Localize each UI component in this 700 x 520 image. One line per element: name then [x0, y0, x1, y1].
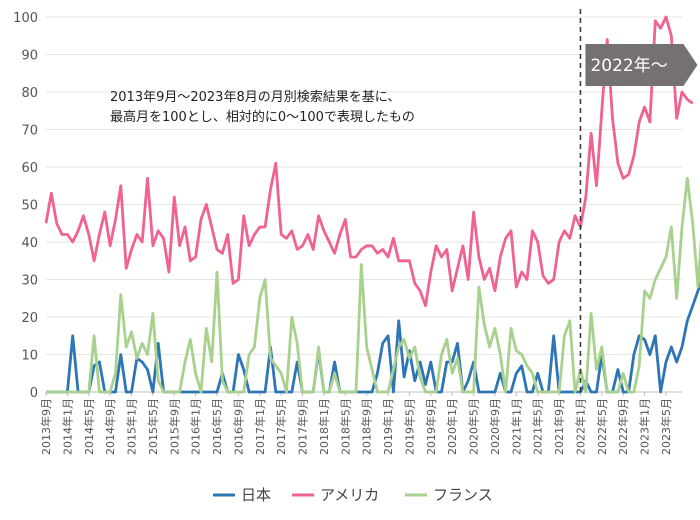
- x-tick-label: 2021年1月: [509, 398, 523, 455]
- badge-label: 2022年～: [590, 56, 667, 76]
- x-tick-label: 2019年5月: [402, 398, 416, 455]
- x-tick-label: 2023年5月: [659, 398, 673, 455]
- y-tick-label: 20: [21, 311, 38, 326]
- annotation-line-1: 2013年9月～2023年8月の月別検索結果を基に、: [110, 90, 400, 105]
- x-tick-label: 2015年1月: [125, 398, 139, 455]
- marker-badge: 2022年～: [585, 44, 698, 86]
- x-tick-label: 2023年1月: [638, 398, 652, 455]
- x-tick-label: 2014年1月: [60, 398, 74, 455]
- y-tick-label: 90: [21, 49, 38, 64]
- x-tick-label: 2017年1月: [253, 398, 267, 455]
- x-tick-label: 2022年9月: [616, 398, 630, 455]
- x-tick-label: 2018年5月: [338, 398, 352, 455]
- y-tick-label: 80: [21, 86, 38, 101]
- x-tick-label: 2016年5月: [210, 398, 224, 455]
- x-tick-label: 2021年9月: [552, 398, 566, 455]
- legend-label: 日本: [241, 486, 271, 504]
- x-tick-label: 2021年5月: [531, 398, 545, 455]
- legend: 日本 アメリカ フランス: [213, 486, 493, 504]
- x-tick-label: 2014年5月: [82, 398, 96, 455]
- legend-label: フランス: [433, 486, 493, 504]
- y-tick-label: 50: [21, 199, 38, 214]
- y-axis-ticks: 0 10 20 30 40 50 60 70 80 90 100: [13, 11, 38, 401]
- x-tick-label: 2018年9月: [360, 398, 374, 455]
- x-tick-label: 2015年5月: [146, 398, 160, 455]
- series-group: [44, 15, 700, 394]
- x-tick-label: 2020年1月: [445, 398, 459, 455]
- x-tick-label: 2016年1月: [189, 398, 203, 455]
- x-tick-label: 2017年9月: [296, 398, 310, 455]
- x-tick-label: 2015年9月: [167, 398, 181, 455]
- x-tick-label: 2019年9月: [424, 398, 438, 455]
- legend-label: アメリカ: [320, 486, 379, 504]
- y-tick-label: 0: [30, 386, 38, 401]
- annotation: 2013年9月～2023年8月の月別検索結果を基に、 最高月を100とし、相対的…: [110, 90, 415, 125]
- y-tick-label: 40: [21, 236, 38, 251]
- x-tick-label: 2018年1月: [317, 398, 331, 455]
- y-tick-label: 10: [21, 349, 38, 364]
- series-line: [44, 15, 694, 308]
- y-tick-label: 70: [21, 124, 38, 139]
- x-tick-label: 2016年9月: [231, 398, 245, 455]
- annotation-line-2: 最高月を100とし、相対的に0～100で表現したもの: [110, 109, 415, 125]
- x-tick-label: 2022年1月: [573, 398, 587, 455]
- x-tick-label: 2014年9月: [103, 398, 117, 455]
- x-tick-label: 2020年9月: [488, 398, 502, 455]
- badge-arrow-shape: [585, 44, 698, 86]
- y-tick-label: 60: [21, 161, 38, 176]
- x-tick-label: 2019年1月: [381, 398, 395, 455]
- x-tick-label: 2020年5月: [467, 398, 481, 455]
- series-line: [46, 176, 700, 394]
- y-tick-label: 100: [13, 11, 38, 26]
- x-axis-ticks: 2013年9月 2014年1月 2014年5月 2014年9月 2015年1月 2015年…: [39, 392, 673, 455]
- x-tick-label: 2022年5月: [595, 398, 609, 455]
- x-tick-label: 2017年5月: [274, 398, 288, 455]
- y-tick-label: 30: [21, 274, 38, 289]
- x-tick-label: 2013年9月: [39, 398, 53, 455]
